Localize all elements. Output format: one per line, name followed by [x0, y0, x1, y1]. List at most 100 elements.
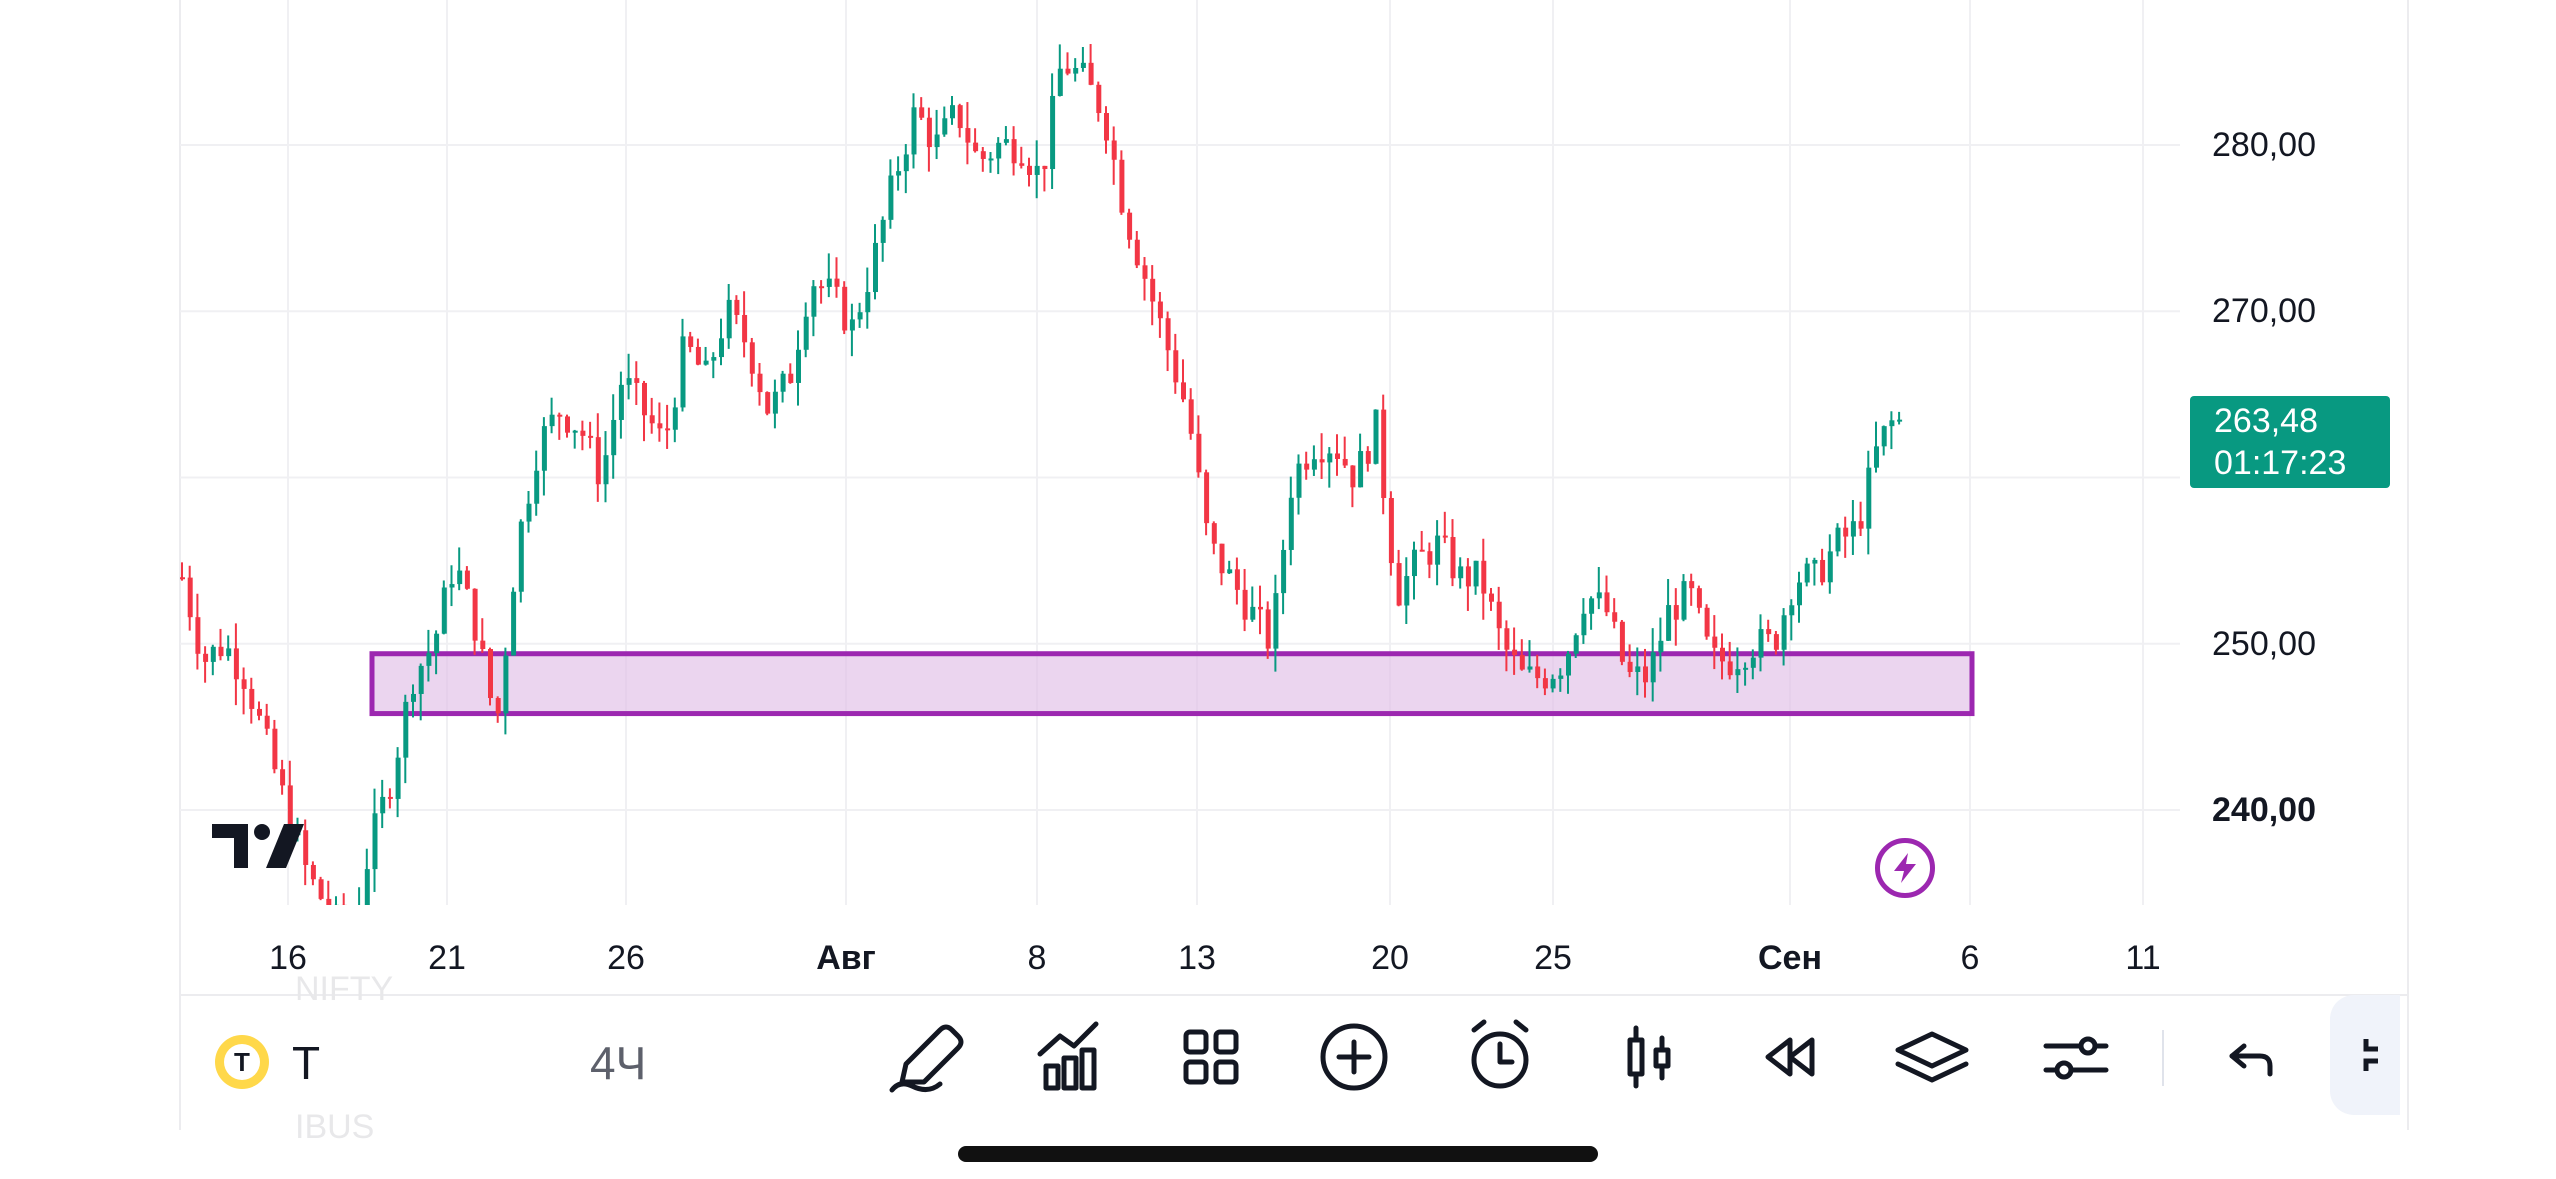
candle-body	[1381, 409, 1387, 499]
symbol-logo[interactable]: T	[215, 1035, 269, 1089]
candle-body	[195, 617, 201, 654]
candle-body	[495, 698, 501, 714]
candle-body	[1019, 163, 1025, 166]
candle-body	[1820, 559, 1826, 583]
candle-body	[1073, 67, 1079, 74]
price-axis-label: 250,00	[2212, 624, 2316, 663]
candle-body	[1088, 62, 1094, 85]
candle-body	[1827, 551, 1833, 583]
candle-body	[372, 813, 378, 870]
candle-body	[1327, 453, 1333, 463]
candle-body	[1612, 612, 1618, 622]
candle-body	[380, 796, 386, 814]
candle-body	[411, 693, 416, 702]
candle-body	[572, 430, 578, 433]
candle-body	[249, 688, 255, 709]
candle-body	[1127, 212, 1133, 240]
price-axis-label: 240,00	[2212, 791, 2316, 829]
home-indicator[interactable]	[958, 1146, 1598, 1162]
candle-body	[1666, 605, 1672, 641]
candle-body	[1650, 652, 1656, 683]
candle-body	[1681, 581, 1687, 620]
candle-body	[226, 648, 232, 657]
candle-body	[187, 577, 193, 618]
candle-body	[1566, 653, 1571, 676]
candle-body	[1157, 301, 1163, 319]
time-axis-label: 6	[1960, 939, 1980, 977]
candle-body	[1489, 593, 1494, 602]
candle-body	[1720, 647, 1725, 662]
side-panel-toggle[interactable]	[2330, 995, 2400, 1115]
candle-body	[1766, 629, 1772, 635]
candle-body	[1304, 463, 1310, 470]
ghost-symbol-top: NIFTY	[295, 970, 394, 1008]
symbol-button[interactable]: T	[292, 1037, 321, 1089]
price-axis-label: 280,00	[2212, 126, 2316, 164]
candle-body	[549, 414, 555, 427]
support-zone-rectangle[interactable]	[369, 651, 1975, 717]
candle-body	[1850, 521, 1856, 537]
time-axis-label: 25	[1534, 939, 1572, 977]
candle-body	[626, 378, 632, 385]
candle-body	[464, 570, 470, 589]
candle-body	[980, 151, 986, 159]
candle-body	[1342, 458, 1348, 466]
candle-body	[1673, 605, 1679, 620]
candle-body	[1134, 239, 1140, 266]
candle-body	[1242, 589, 1248, 620]
last-price-value: 263,48	[2214, 402, 2318, 440]
candle-body	[880, 219, 886, 243]
candle-body	[1065, 68, 1071, 74]
time-axis-label: 11	[2125, 939, 2161, 977]
candle-body	[734, 299, 740, 315]
candle-body	[642, 382, 647, 416]
lightning-icon[interactable]	[1875, 838, 1935, 898]
candle-body	[472, 588, 478, 641]
candle-body	[257, 708, 262, 716]
candle-body	[942, 118, 948, 135]
candle-body	[241, 679, 247, 689]
candle-body	[426, 653, 432, 666]
candle-body	[1619, 621, 1625, 662]
candle-body	[1535, 666, 1541, 679]
candle-body	[1835, 527, 1841, 552]
candle-body	[526, 503, 532, 522]
candle-body	[1173, 350, 1179, 383]
candle-body	[1542, 678, 1548, 689]
time-axis-label: 21	[428, 939, 466, 977]
candle-body	[1696, 588, 1702, 608]
candle-body	[287, 785, 293, 836]
candle-body	[434, 633, 440, 654]
tradingview-logo-icon[interactable]	[212, 818, 304, 873]
candle-body	[1011, 139, 1017, 164]
candle-body	[1442, 535, 1448, 538]
candle-body	[1658, 640, 1664, 653]
candle-body	[934, 134, 940, 148]
candle-body	[865, 292, 871, 313]
candle-body	[826, 278, 832, 287]
candle-body	[387, 796, 393, 799]
candle-body	[1750, 657, 1756, 668]
interval-button[interactable]: 4Ч	[590, 1037, 647, 1089]
candle-body	[1096, 84, 1102, 114]
candle-body	[534, 470, 540, 504]
candle-body	[218, 646, 224, 657]
candle-body	[1843, 527, 1849, 537]
candle-body	[1450, 537, 1456, 579]
candle-body	[1512, 649, 1518, 656]
candle-body	[973, 142, 979, 152]
candle-body	[726, 299, 732, 339]
candle-body	[1604, 592, 1610, 613]
candle-body	[703, 360, 709, 365]
candle-body	[695, 346, 701, 365]
candle-body	[603, 455, 609, 485]
candle-body	[1365, 451, 1371, 464]
candle-body	[1404, 576, 1410, 606]
candle-body	[264, 715, 270, 729]
candle-body	[1288, 497, 1294, 550]
candle-body	[1412, 549, 1417, 577]
candle-body	[873, 242, 878, 293]
candle-body	[1165, 318, 1171, 351]
candle-body	[757, 373, 763, 393]
